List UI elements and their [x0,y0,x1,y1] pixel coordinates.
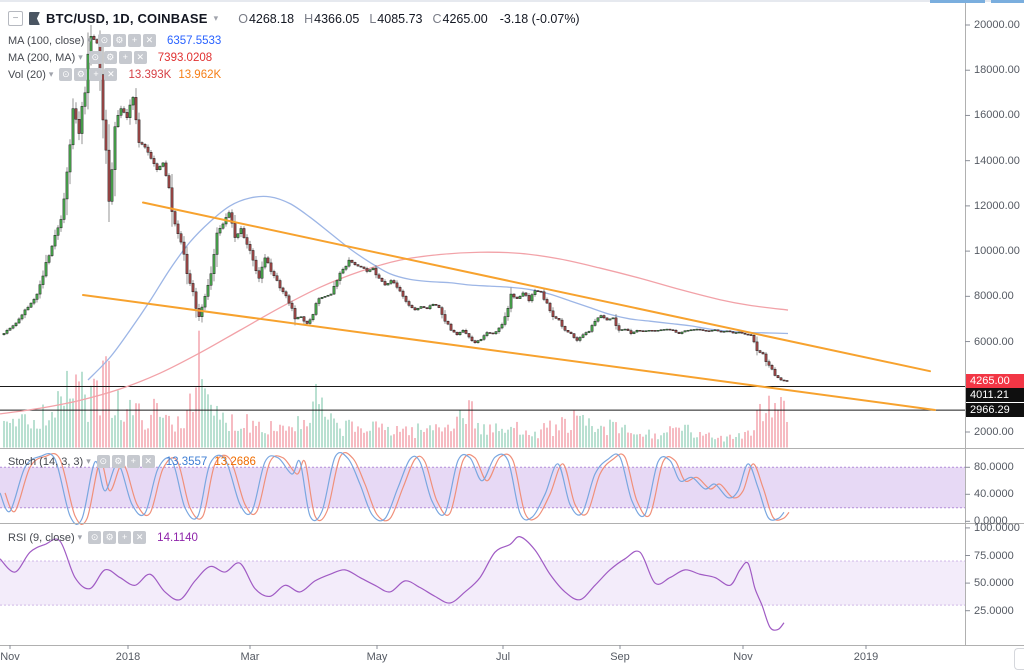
chevron-down-icon[interactable]: ▾ [77,532,83,542]
time-tick: 2018 [115,651,141,663]
low-value: 4085.73 [377,11,423,26]
chevron-down-icon[interactable]: ▾ [87,35,92,45]
stoch-toolbar: ⊙ ⚙ + ✕ [96,455,155,468]
price-tick: 20000.00 [974,19,1020,31]
price-tag: 2966.29 [966,402,1024,417]
rsi-value: 14.1140 [157,531,198,544]
volume-label[interactable]: Vol (20) [8,68,46,81]
plus-icon[interactable]: + [127,34,141,47]
eye-icon[interactable]: ⊙ [97,34,111,47]
volume-ma-value: 13.962K [178,68,222,81]
stoch-tick: 80.0000 [974,461,1014,474]
chevron-down-icon[interactable]: ▾ [86,456,91,466]
rsi-tick: 25.0000 [974,604,1014,617]
indicator-row-volume: Vol (20) ▾ ⊙ ⚙ + ✕ 13.393K 13.962K [8,68,221,81]
symbol-header: − BTC/USD, 1D, COINBASE ▾ O 4268.18 H 4366… [8,11,580,26]
stoch-d-value: 13.2686 [214,455,256,468]
gear-icon[interactable]: ⚙ [111,455,125,468]
symbol-title[interactable]: BTC/USD, 1D, COINBASE [46,11,208,26]
chart-logo-icon [29,12,40,25]
ma100-toolbar: ⊙ ⚙ + ✕ [97,34,156,47]
price-tick: 8000.00 [974,290,1014,303]
stoch-label[interactable]: Stoch (14, 3, 3) [8,455,84,468]
volume-toolbar: ⊙ ⚙ + ✕ [59,68,118,81]
ma100-value: 6357.5533 [166,34,222,47]
time-tick: 2019 [853,651,879,663]
price-tick: 10000.00 [974,245,1020,258]
chevron-down-icon[interactable]: ▾ [213,13,219,23]
rsi-tick: 50.0000 [974,577,1014,590]
top-edge-strip [0,0,1024,2]
top-blue-strip [930,0,985,3]
gear-icon[interactable]: ⚙ [103,531,117,544]
close-icon[interactable]: ✕ [133,51,147,64]
open-value: 4268.18 [248,11,295,26]
volume-value: 13.393K [128,68,172,81]
high-value: 4366.05 [314,11,360,26]
ohlc-readout: O 4268.18 H 4366.05 L 4085.73 C 4265.00 -3.1… [238,12,579,26]
low-label: L [369,11,377,26]
time-tick: Jul [495,651,511,663]
price-tick: 14000.00 [974,154,1020,167]
eye-icon[interactable]: ⊙ [59,68,73,81]
time-tick: Mar [240,651,260,663]
stoch-tick: 40.0000 [974,488,1014,501]
stoch-k-value: 13.3557 [165,455,208,468]
rsi-toolbar: ⊙ ⚙ + ✕ [88,531,147,544]
ma200-value: 7393.0208 [157,51,213,64]
ma200-label[interactable]: MA (200, MA) [8,51,76,64]
gear-icon[interactable]: ⚙ [112,34,126,47]
ma100-label[interactable]: MA (100, close) [8,34,85,47]
open-label: O [238,11,248,26]
top-blue-strip [991,0,1024,3]
high-label: H [304,11,314,26]
indicator-row-ma200: MA (200, MA) ▾ ⊙ ⚙ + ✕ 7393.0208 [8,51,212,64]
price-tick: 2000.00 [974,426,1014,438]
time-tick: Nov [733,651,753,663]
price-tag: 4265.00 [966,373,1024,388]
collapse-icon[interactable]: − [8,11,23,26]
rsi-tick: 100.0000 [974,521,1020,534]
chevron-down-icon[interactable]: ▾ [48,69,54,79]
price-tick: 16000.00 [974,109,1020,122]
plus-icon[interactable]: + [118,531,132,544]
price-tick: 6000.00 [974,335,1014,348]
close-icon[interactable]: ✕ [133,531,147,544]
gear-icon[interactable]: ⚙ [74,68,88,81]
price-tick: 12000.00 [974,199,1020,212]
chevron-down-icon[interactable]: ▾ [78,52,83,62]
close-label: C [432,11,442,26]
close-icon[interactable]: ✕ [142,34,156,47]
price-tag: 4011.21 [966,388,1024,403]
rsi-label[interactable]: RSI (9, close) [8,531,75,544]
ma200-toolbar: ⊙ ⚙ + ✕ [88,51,147,64]
stoch-tick: 0.0000 [974,515,1008,528]
close-icon[interactable]: ✕ [141,455,155,468]
indicator-row-ma100: MA (100, close) ▾ ⊙ ⚙ + ✕ 6357.5533 [8,34,221,47]
indicator-row-rsi: RSI (9, close) ▾ ⊙ ⚙ + ✕ 14.1140 [8,531,198,544]
time-tick: Nov [0,651,20,663]
time-tick: Sep [610,651,630,663]
eye-icon[interactable]: ⊙ [88,51,102,64]
scroll-corner [1014,648,1024,670]
price-tick: 18000.00 [974,64,1020,77]
indicator-row-stoch: Stoch (14, 3, 3) ▾ ⊙ ⚙ + ✕ 13.3557 13.2686 [8,455,256,468]
plus-icon[interactable]: + [118,51,132,64]
eye-icon[interactable]: ⊙ [96,455,110,468]
plus-icon[interactable]: + [126,455,140,468]
rsi-tick: 75.0000 [974,549,1014,562]
close-icon[interactable]: ✕ [104,68,118,81]
gear-icon[interactable]: ⚙ [103,51,117,64]
eye-icon[interactable]: ⊙ [88,531,102,544]
close-value: 4265.00 [442,11,488,26]
plus-icon[interactable]: + [89,68,103,81]
time-tick: May [366,651,388,663]
change-value: -3.18 (-0.07%) [499,11,580,26]
